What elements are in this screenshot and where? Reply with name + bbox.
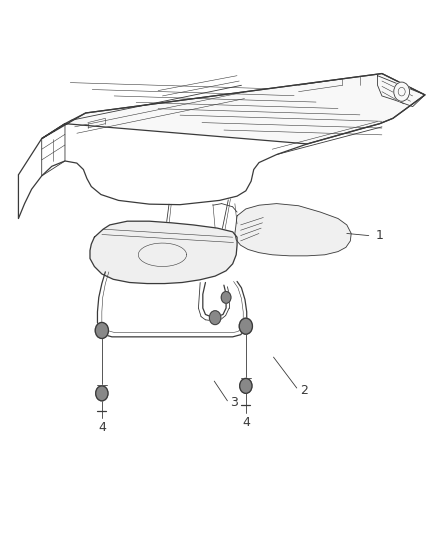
Polygon shape — [42, 74, 424, 144]
Text: 3: 3 — [230, 397, 238, 409]
Circle shape — [209, 311, 220, 325]
Circle shape — [95, 386, 108, 401]
Circle shape — [239, 318, 252, 334]
Circle shape — [393, 82, 409, 101]
Text: 2: 2 — [299, 384, 307, 397]
Text: 1: 1 — [375, 229, 383, 242]
Polygon shape — [90, 221, 237, 284]
Circle shape — [221, 292, 230, 303]
Polygon shape — [234, 204, 350, 256]
Text: 4: 4 — [241, 416, 249, 429]
Text: 4: 4 — [98, 421, 106, 434]
Circle shape — [239, 378, 251, 393]
Circle shape — [95, 322, 108, 338]
